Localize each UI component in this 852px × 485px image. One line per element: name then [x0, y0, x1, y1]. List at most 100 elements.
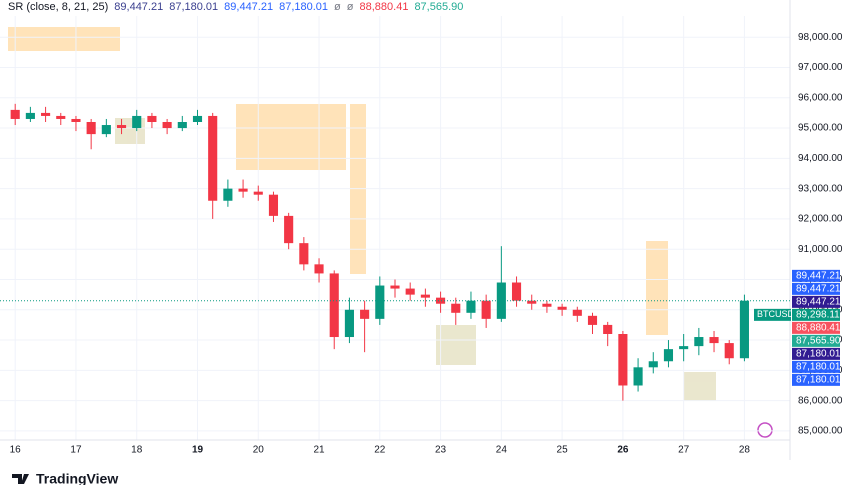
- candle-body: [679, 346, 689, 350]
- candle-body: [71, 118, 81, 122]
- candle-body: [208, 115, 218, 201]
- candle-body: [648, 361, 658, 368]
- candle-body: [344, 309, 354, 338]
- zone: [8, 27, 120, 51]
- price-tag-label: 87,180.01: [796, 374, 841, 385]
- price-tag: [792, 373, 840, 386]
- candle-body: [420, 294, 430, 298]
- price-tag-label: 89,447.21: [796, 283, 841, 294]
- price-tag: [792, 308, 840, 321]
- indicator-value: 89,447.21: [224, 1, 273, 13]
- price-tag: [792, 360, 840, 373]
- price-tag-label: 87,180.01: [796, 348, 841, 359]
- candle-body: [177, 122, 187, 129]
- y-tick-label: 93,000.00: [798, 183, 843, 194]
- price-tag-label: 89,298.11: [796, 309, 840, 320]
- candle-body: [405, 288, 415, 295]
- candle-body: [25, 112, 35, 119]
- zone: [236, 104, 346, 170]
- indicator-value: 87,180.01: [169, 1, 218, 13]
- indicator-value: 88,880.41: [360, 1, 409, 13]
- price-tag-label: 87,565.90: [796, 335, 841, 346]
- x-tick-label: 25: [557, 445, 569, 456]
- price-tag: [792, 269, 840, 282]
- candle-body: [663, 349, 674, 362]
- x-tick-label: 24: [496, 445, 508, 456]
- candle-body: [10, 109, 20, 119]
- candle-body: [56, 115, 66, 119]
- candle-body: [116, 125, 127, 129]
- x-tick-label: 22: [374, 445, 386, 456]
- candle-body: [192, 115, 203, 122]
- decor: [8, 27, 716, 401]
- indicator-value: 87,180.01: [279, 1, 328, 13]
- price-tag-label: 88,880.41: [796, 322, 841, 333]
- candle-body: [238, 188, 248, 192]
- zone: [646, 241, 668, 335]
- candle-body: [390, 285, 400, 289]
- candle-body: [375, 285, 385, 319]
- zone: [684, 372, 716, 401]
- price-tag: [792, 282, 840, 295]
- logo-icon: [12, 474, 29, 484]
- price-tag: [792, 321, 840, 334]
- candle-body: [511, 282, 522, 301]
- candle-body: [709, 337, 719, 344]
- candle-body: [451, 303, 461, 313]
- x-tick-label: 27: [678, 445, 690, 456]
- y-tick-label: 98,000.00: [798, 32, 843, 43]
- candle-body: [253, 191, 263, 195]
- x-tick-label: 19: [192, 445, 204, 456]
- price-tag: [792, 295, 840, 308]
- candle-body: [314, 264, 324, 274]
- price-tag-label: 87,180.01: [796, 361, 841, 372]
- candle-body: [162, 122, 172, 129]
- candle-body: [603, 324, 613, 334]
- candle-body: [527, 300, 537, 304]
- x-tick-label: 16: [10, 445, 22, 456]
- indicator-value: ø: [347, 1, 354, 13]
- y-tick-label: 95,000.00: [798, 123, 843, 134]
- symbol-label: BTCUSD: [757, 309, 795, 319]
- candle-body: [86, 122, 96, 135]
- y-tick-label: 97,000.00: [798, 62, 843, 73]
- y-tick-label: 96,000.00: [798, 92, 843, 103]
- candle-body: [299, 243, 309, 265]
- x-tick-label: 17: [70, 445, 82, 456]
- candle-body: [618, 334, 628, 386]
- candle-body: [101, 125, 111, 135]
- candle-body: [587, 315, 598, 325]
- x-tick-label: 21: [313, 445, 325, 456]
- candle-body: [694, 337, 704, 347]
- x-tick-label: 18: [131, 445, 143, 456]
- alert-icon[interactable]: [757, 422, 773, 438]
- x-tick-label: 20: [253, 445, 265, 456]
- candle-body: [724, 343, 734, 359]
- zone: [436, 325, 476, 365]
- candle-body: [223, 188, 233, 201]
- x-tick-label: 28: [739, 445, 751, 456]
- candle-body: [360, 309, 370, 319]
- y-tick-label: 86,000.00: [798, 395, 843, 406]
- candle-body: [542, 303, 552, 307]
- indicator-value: 87,565.90: [414, 1, 463, 13]
- indicator-value: 89,447.21: [114, 1, 163, 13]
- candle-body: [284, 215, 294, 244]
- brand: TradingView: [36, 471, 118, 485]
- candle-body: [132, 115, 142, 129]
- indicator-value: ø: [334, 1, 341, 13]
- candle-body: [633, 367, 643, 386]
- y-tick-label: 85,000.00: [798, 426, 843, 437]
- grid: [0, 16, 790, 440]
- price-tag-label: 89,447.21: [796, 270, 841, 281]
- header-bg: [0, 0, 852, 16]
- y-tick-label: 94,000.00: [798, 153, 843, 164]
- candle-body: [41, 112, 51, 116]
- symbol-tag: [754, 308, 791, 321]
- candle-body: [329, 273, 339, 338]
- candle-body: [739, 300, 749, 359]
- candle-body: [572, 309, 582, 316]
- y-tick-label: 92,000.00: [798, 214, 843, 225]
- candle-body: [436, 297, 446, 304]
